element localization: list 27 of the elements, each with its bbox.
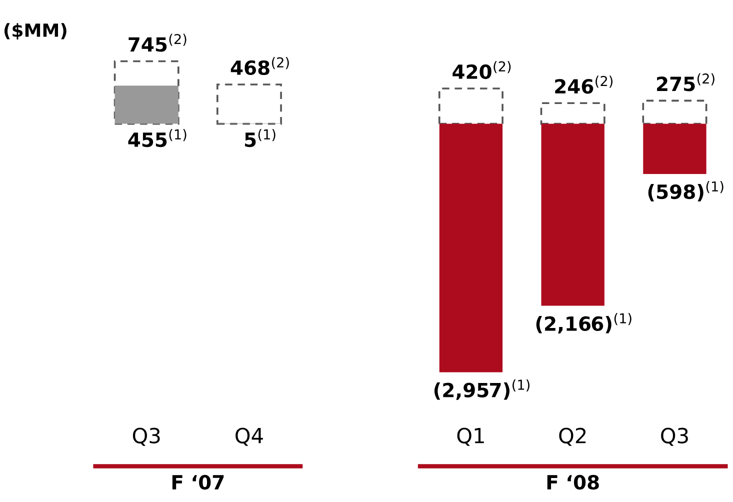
x-tick-label: Q4 bbox=[236, 428, 263, 446]
data-label: 468$^{(2)}$ bbox=[230, 56, 289, 76]
bar bbox=[216, 84, 282, 125]
bar bbox=[643, 124, 706, 174]
x-tick-label: Q2 bbox=[559, 428, 586, 446]
bar bbox=[541, 124, 604, 306]
data-label: 455$^{(1)}$ bbox=[128, 129, 186, 148]
data-label: 5$^{(1)}$ bbox=[245, 129, 276, 148]
data-label: (2,957)$^{(1)}$ bbox=[434, 379, 530, 400]
data-label: 745$^{(2)}$ bbox=[128, 34, 186, 52]
x-axis-title: F ‘08 bbox=[547, 474, 599, 490]
chart-title: ($MM) bbox=[4, 23, 66, 40]
x-tick-label: Q3 bbox=[661, 428, 688, 446]
data-label: 420$^{(2)}$ bbox=[452, 61, 511, 80]
bar bbox=[114, 86, 178, 124]
bar bbox=[540, 102, 606, 125]
x-axis-title: F ‘07 bbox=[172, 474, 224, 490]
bar bbox=[438, 88, 504, 125]
bar bbox=[642, 100, 708, 125]
x-tick-label: Q3 bbox=[132, 428, 160, 446]
data-label: 275$^{(2)}$ bbox=[657, 73, 714, 92]
x-tick-label: Q1 bbox=[457, 428, 484, 446]
bar bbox=[114, 60, 180, 125]
data-label: (2,166)$^{(1)}$ bbox=[536, 312, 632, 334]
data-label: (598)$^{(1)}$ bbox=[648, 181, 724, 202]
data-label: 246$^{(2)}$ bbox=[555, 76, 613, 94]
bar bbox=[439, 124, 503, 372]
